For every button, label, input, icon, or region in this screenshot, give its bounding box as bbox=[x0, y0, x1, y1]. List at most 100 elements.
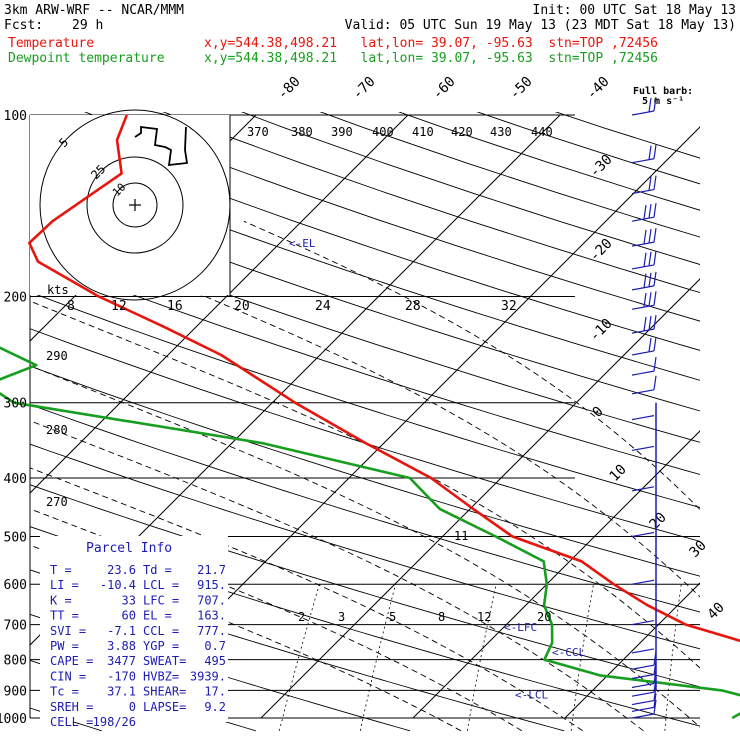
parcel-row-value: 33 bbox=[122, 593, 136, 607]
parcel-info-title: Parcel Info bbox=[86, 541, 172, 556]
wind-barb-flag bbox=[653, 144, 657, 159]
wind-barb-staff bbox=[631, 486, 655, 492]
forecast-hour: 29 h bbox=[72, 18, 104, 33]
parcel-row-label: CCL = bbox=[143, 624, 179, 638]
dry-adiabat-line bbox=[30, 613, 411, 732]
theta-tick-label: 430 bbox=[490, 125, 512, 139]
dry-adiabat-line bbox=[30, 365, 700, 577]
upper-scale-label: 12 bbox=[111, 299, 127, 314]
parcel-row-value: 9.2 bbox=[204, 700, 226, 714]
model-title: 3km ARW-WRF -- NCAR/MMM bbox=[4, 3, 185, 18]
dry-adiabat-line bbox=[30, 221, 700, 443]
wind-barb-flag bbox=[643, 229, 647, 245]
wind-barb-staff bbox=[631, 216, 655, 222]
wind-barb-staff bbox=[631, 579, 655, 585]
wind-barb-flag bbox=[648, 272, 652, 287]
wind-barb-staff bbox=[631, 189, 655, 195]
wind-barb-staff bbox=[631, 350, 655, 356]
sounding-traces: <-EL <-LFC <-CCL <-LCL bbox=[0, 114, 740, 720]
parcel-row-label: T = bbox=[50, 563, 72, 577]
upper-scale-label: 16 bbox=[167, 299, 183, 314]
parcel-row-value: -10.4 bbox=[100, 578, 136, 592]
wind-barb-flag bbox=[648, 203, 652, 219]
isotherm-tick-label: -70 bbox=[350, 74, 379, 103]
parcel-row-value: 21.7 bbox=[197, 563, 226, 577]
parcel-row-label: LAPSE= bbox=[143, 700, 186, 714]
wind-barb-flag bbox=[648, 337, 652, 352]
parcel-row-label: SHEAR= bbox=[143, 685, 186, 699]
parcel-row-value: 3.88 bbox=[107, 639, 136, 653]
dry-adiabat-line bbox=[30, 443, 700, 650]
isotherm-tick-label: 30 bbox=[687, 538, 710, 561]
wind-barb-flag bbox=[648, 292, 652, 307]
dry-adiabat-line bbox=[476, 112, 700, 185]
wind-barb bbox=[631, 96, 657, 116]
moist-adiabat-line bbox=[243, 220, 700, 511]
pressure-tick-label: 600 bbox=[4, 578, 27, 593]
wind-barb-flag bbox=[653, 250, 657, 266]
dry-adiabat-line bbox=[30, 187, 700, 412]
wind-barb-staff bbox=[631, 620, 655, 626]
barb-legend-label: Full barb: bbox=[633, 86, 693, 97]
mixing-ratio-label: 3 bbox=[338, 610, 345, 624]
wind-barb bbox=[631, 445, 655, 452]
wind-barb bbox=[631, 228, 657, 247]
parcel-row-value: 0 bbox=[129, 700, 136, 714]
level-marker-el: <-EL bbox=[289, 237, 316, 250]
mixing-ratio-line bbox=[359, 584, 396, 731]
wind-barb-flag bbox=[653, 228, 657, 243]
isotherm-tick-label: 40 bbox=[705, 600, 728, 623]
parcel-row-label: PW = bbox=[50, 639, 79, 653]
pressure-tick-label: 500 bbox=[4, 530, 27, 545]
wind-barb-flag bbox=[648, 176, 652, 191]
parcel-row-label: Td = bbox=[143, 563, 172, 577]
wind-barb bbox=[631, 315, 657, 334]
temperature-legend: Temperature bbox=[8, 36, 95, 51]
parcel-row-value: 495 bbox=[204, 654, 226, 668]
wind-barb-staff bbox=[631, 370, 655, 376]
theta-tick-label: 390 bbox=[331, 125, 353, 139]
temperature-location: x,y=544.38,498.21 lat,lon= 39.07, -95.63… bbox=[204, 36, 658, 51]
pressure-tick-label: 300 bbox=[4, 397, 27, 412]
dry-adiabat-line bbox=[30, 484, 700, 688]
mixing-ratio-label: 12 bbox=[477, 610, 491, 624]
upper-scale-label: 20 bbox=[234, 299, 250, 314]
wind-barb bbox=[631, 648, 655, 654]
pressure-tick-label: 200 bbox=[4, 291, 27, 306]
wind-barb-staff bbox=[631, 699, 655, 706]
wind-barb-flag bbox=[648, 97, 652, 112]
pressure-tick-label: 900 bbox=[4, 684, 27, 699]
wind-barb-flag bbox=[643, 273, 647, 288]
isotherm-line bbox=[717, 115, 740, 718]
parcel-row-value: 37.1 bbox=[107, 685, 136, 699]
wind-barb bbox=[631, 250, 657, 270]
dry-adiabat-line bbox=[30, 153, 700, 381]
isotherm-tick-label: 10 bbox=[607, 462, 630, 485]
parcel-row-label: Tc = bbox=[50, 685, 79, 699]
parcel-row-value: 163. bbox=[197, 609, 226, 623]
mixing-ratio-label: 20 bbox=[537, 610, 551, 624]
parcel-row-value: -7.1 bbox=[107, 624, 136, 638]
wind-barb bbox=[631, 203, 657, 222]
wind-barb-staff bbox=[631, 285, 655, 291]
isotherm-tick-label: -50 bbox=[507, 74, 536, 103]
pressure-tick-label: 800 bbox=[4, 654, 27, 669]
dry-adiabat-line bbox=[30, 291, 700, 508]
wind-barb-staff bbox=[631, 531, 655, 538]
dewpoint-legend: Dewpoint temperature bbox=[8, 51, 165, 66]
pressure-tick-label: 1000 bbox=[0, 712, 27, 727]
theta-tick-label: 420 bbox=[451, 125, 473, 139]
parcel-row-label: CAPE = bbox=[50, 654, 93, 668]
dry-adiabat-line bbox=[30, 328, 700, 542]
parcel-row-label: HVBZ= bbox=[143, 669, 179, 683]
isotherm-line bbox=[412, 430, 700, 719]
pressure-tick-label: 100 bbox=[4, 109, 27, 124]
parcel-row-value: 0.7 bbox=[204, 639, 226, 653]
wind-barb bbox=[631, 375, 657, 395]
wind-barb-flag bbox=[648, 251, 652, 266]
parcel-row-label: SREH = bbox=[50, 700, 93, 714]
theta-tick-label: 280 bbox=[46, 423, 68, 437]
init-time: Init: 00 UTC Sat 18 May 13 bbox=[532, 3, 737, 18]
level-marker-lfc: <-LFC bbox=[504, 621, 537, 634]
